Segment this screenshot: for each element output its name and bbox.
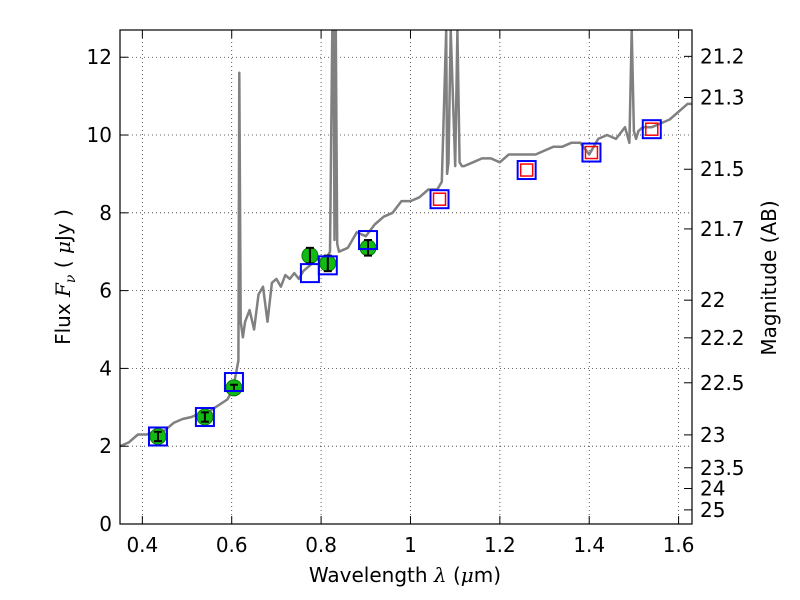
model-box <box>317 255 338 276</box>
x-tick-label: 0.6 <box>216 533 248 557</box>
model-box-outer <box>581 142 602 163</box>
plot-frame <box>119 29 693 525</box>
model-box <box>223 372 244 393</box>
model-box-inner <box>645 122 659 136</box>
x-tick-label: 0.4 <box>126 533 158 557</box>
model-box-outer <box>429 189 450 210</box>
observed-point <box>301 246 319 265</box>
observed-point <box>225 379 243 397</box>
y-tick-label: 12 <box>87 45 112 69</box>
y-tick-label: 4 <box>99 356 112 380</box>
x-tick-label: 0.8 <box>305 533 337 557</box>
y-axis-label: Flux Fν ( μJy ) <box>51 209 79 345</box>
model-box-nir <box>641 119 662 140</box>
y2-tick-label: 25 <box>700 498 725 522</box>
observed-point <box>359 239 377 257</box>
y2-tick-label: 22.2 <box>700 326 745 350</box>
photometry-markers <box>147 119 662 447</box>
observed-point <box>196 408 214 426</box>
observed-point <box>149 427 167 445</box>
y2-tick-label: 24 <box>700 477 725 501</box>
y2-tick-label: 21.3 <box>700 85 745 109</box>
model-box <box>194 407 215 428</box>
y2-tick-label: 22 <box>700 288 725 312</box>
y2-tick-label: 21.5 <box>700 157 745 181</box>
x-tick-label: 1.2 <box>484 533 516 557</box>
y-tick-label: 0 <box>99 512 112 536</box>
model-box <box>147 426 168 447</box>
grid-lines <box>120 30 692 525</box>
axes <box>119 29 693 525</box>
model-box-outer <box>516 160 537 181</box>
model-box-outer <box>641 119 662 140</box>
spectrum-layer <box>120 30 692 448</box>
y2-tick-label: 22.5 <box>700 371 745 395</box>
model-box-inner <box>432 192 447 206</box>
y-tick-label: 8 <box>99 201 112 225</box>
y2-tick-label: 23.5 <box>700 456 745 480</box>
observed-point <box>319 254 337 273</box>
model-box <box>358 230 379 251</box>
y2-axis-label: Magnitude (AB) <box>757 200 781 355</box>
y-tick-label: 2 <box>99 434 112 458</box>
x-tick-label: 1.4 <box>573 533 605 557</box>
spectrum-line <box>120 30 692 448</box>
x-tick-label: 1 <box>404 533 417 557</box>
y-tick-label: 10 <box>87 123 112 147</box>
y-tick-label: 6 <box>99 279 112 303</box>
y2-tick-label: 21.2 <box>700 44 745 68</box>
y2-tick-label: 23 <box>700 423 725 447</box>
x-axis-label: Wavelength λ (μm) <box>309 563 501 587</box>
model-box-nir <box>516 160 537 181</box>
model-box-inner <box>584 145 599 160</box>
model-box-nir <box>581 142 602 163</box>
y2-tick-label: 21.7 <box>700 217 745 241</box>
model-box-nir <box>429 189 450 210</box>
x-tick-label: 1.6 <box>663 533 695 557</box>
model-box-inner <box>519 163 534 177</box>
